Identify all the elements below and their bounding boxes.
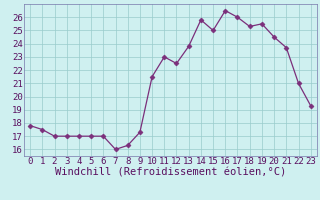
X-axis label: Windchill (Refroidissement éolien,°C): Windchill (Refroidissement éolien,°C): [55, 168, 286, 178]
